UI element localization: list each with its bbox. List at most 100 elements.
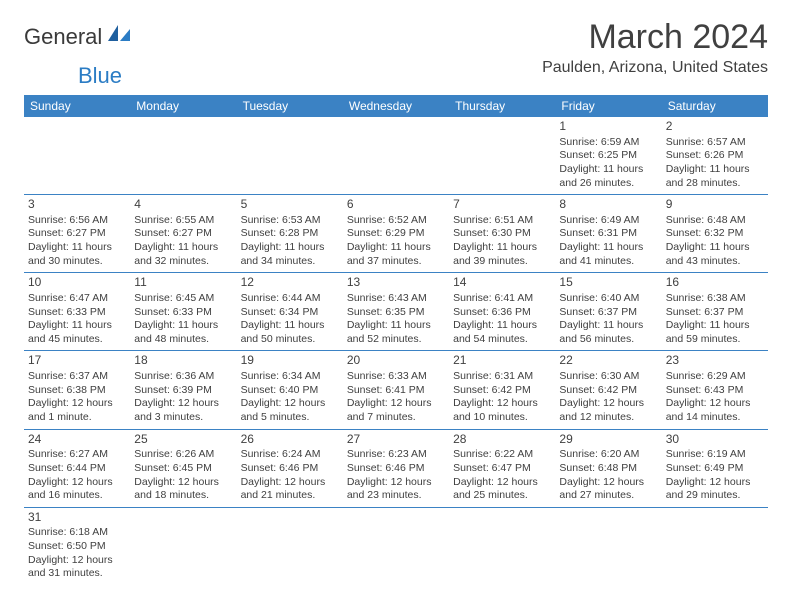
day-number: 27 [347, 432, 445, 448]
calendar-week-row: 3Sunrise: 6:56 AMSunset: 6:27 PMDaylight… [24, 195, 768, 273]
day-detail-line: and 59 minutes. [666, 333, 764, 347]
calendar-table: SundayMondayTuesdayWednesdayThursdayFrid… [24, 95, 768, 585]
day-detail-line: Daylight: 11 hours [666, 163, 764, 177]
day-number: 8 [559, 197, 657, 213]
dow-header: Friday [555, 95, 661, 117]
calendar-day-cell: 26Sunrise: 6:24 AMSunset: 6:46 PMDayligh… [237, 429, 343, 507]
day-detail-line: Sunset: 6:37 PM [666, 306, 764, 320]
day-detail-line: Sunrise: 6:36 AM [134, 370, 232, 384]
day-detail-line: Sunrise: 6:33 AM [347, 370, 445, 384]
day-detail-line: Sunset: 6:30 PM [453, 227, 551, 241]
day-detail-line: Daylight: 11 hours [241, 319, 339, 333]
day-number: 30 [666, 432, 764, 448]
calendar-empty-cell [130, 117, 236, 195]
day-detail-line: Sunrise: 6:26 AM [134, 448, 232, 462]
day-detail-line: Sunset: 6:34 PM [241, 306, 339, 320]
calendar-day-cell: 10Sunrise: 6:47 AMSunset: 6:33 PMDayligh… [24, 273, 130, 351]
calendar-empty-cell [237, 507, 343, 585]
day-detail-line: Daylight: 12 hours [666, 397, 764, 411]
day-number: 28 [453, 432, 551, 448]
calendar-empty-cell [343, 117, 449, 195]
day-detail-line: Sunrise: 6:38 AM [666, 292, 764, 306]
logo-text-blue: Blue [78, 63, 122, 88]
day-detail-line: Sunset: 6:42 PM [559, 384, 657, 398]
day-detail-line: Daylight: 12 hours [453, 397, 551, 411]
day-detail-line: Sunset: 6:33 PM [134, 306, 232, 320]
day-number: 9 [666, 197, 764, 213]
page-subtitle: Paulden, Arizona, United States [542, 59, 768, 77]
dow-header: Saturday [662, 95, 768, 117]
day-detail-line: Sunrise: 6:37 AM [28, 370, 126, 384]
day-detail-line: Daylight: 12 hours [28, 476, 126, 490]
day-detail-line: Sunrise: 6:55 AM [134, 214, 232, 228]
day-detail-line: Sunset: 6:25 PM [559, 149, 657, 163]
calendar-day-cell: 9Sunrise: 6:48 AMSunset: 6:32 PMDaylight… [662, 195, 768, 273]
day-detail-line: Daylight: 12 hours [28, 554, 126, 568]
day-number: 13 [347, 275, 445, 291]
day-number: 7 [453, 197, 551, 213]
calendar-day-cell: 4Sunrise: 6:55 AMSunset: 6:27 PMDaylight… [130, 195, 236, 273]
day-detail-line: and 3 minutes. [134, 411, 232, 425]
calendar-day-cell: 23Sunrise: 6:29 AMSunset: 6:43 PMDayligh… [662, 351, 768, 429]
day-detail-line: Sunset: 6:27 PM [28, 227, 126, 241]
day-detail-line: Sunrise: 6:23 AM [347, 448, 445, 462]
logo: General [24, 24, 132, 50]
day-detail-line: Sunrise: 6:51 AM [453, 214, 551, 228]
day-detail-line: Daylight: 11 hours [347, 319, 445, 333]
calendar-day-cell: 8Sunrise: 6:49 AMSunset: 6:31 PMDaylight… [555, 195, 661, 273]
calendar-day-cell: 7Sunrise: 6:51 AMSunset: 6:30 PMDaylight… [449, 195, 555, 273]
day-detail-line: and 7 minutes. [347, 411, 445, 425]
day-detail-line: and 29 minutes. [666, 489, 764, 503]
day-detail-line: Daylight: 11 hours [28, 241, 126, 255]
day-detail-line: and 21 minutes. [241, 489, 339, 503]
day-number: 10 [28, 275, 126, 291]
day-detail-line: Sunset: 6:50 PM [28, 540, 126, 554]
day-detail-line: Sunrise: 6:40 AM [559, 292, 657, 306]
calendar-day-cell: 19Sunrise: 6:34 AMSunset: 6:40 PMDayligh… [237, 351, 343, 429]
day-detail-line: Sunset: 6:48 PM [559, 462, 657, 476]
day-number: 22 [559, 353, 657, 369]
day-number: 1 [559, 119, 657, 135]
day-detail-line: Daylight: 11 hours [559, 319, 657, 333]
day-detail-line: and 45 minutes. [28, 333, 126, 347]
day-detail-line: and 30 minutes. [28, 255, 126, 269]
calendar-day-cell: 31Sunrise: 6:18 AMSunset: 6:50 PMDayligh… [24, 507, 130, 585]
calendar-day-cell: 14Sunrise: 6:41 AMSunset: 6:36 PMDayligh… [449, 273, 555, 351]
calendar-empty-cell [449, 507, 555, 585]
day-detail-line: Daylight: 12 hours [241, 397, 339, 411]
calendar-empty-cell [24, 117, 130, 195]
day-detail-line: Sunset: 6:42 PM [453, 384, 551, 398]
day-detail-line: Sunrise: 6:53 AM [241, 214, 339, 228]
day-detail-line: Daylight: 12 hours [559, 397, 657, 411]
day-detail-line: Sunrise: 6:31 AM [453, 370, 551, 384]
day-detail-line: Sunrise: 6:34 AM [241, 370, 339, 384]
calendar-day-cell: 22Sunrise: 6:30 AMSunset: 6:42 PMDayligh… [555, 351, 661, 429]
day-detail-line: Sunrise: 6:19 AM [666, 448, 764, 462]
day-detail-line: Daylight: 12 hours [453, 476, 551, 490]
day-detail-line: Sunrise: 6:48 AM [666, 214, 764, 228]
day-detail-line: Daylight: 11 hours [559, 241, 657, 255]
day-detail-line: and 48 minutes. [134, 333, 232, 347]
day-detail-line: Daylight: 11 hours [453, 241, 551, 255]
day-number: 21 [453, 353, 551, 369]
day-detail-line: Sunrise: 6:45 AM [134, 292, 232, 306]
day-detail-line: and 23 minutes. [347, 489, 445, 503]
day-detail-line: Sunrise: 6:41 AM [453, 292, 551, 306]
calendar-empty-cell [343, 507, 449, 585]
calendar-week-row: 31Sunrise: 6:18 AMSunset: 6:50 PMDayligh… [24, 507, 768, 585]
day-number: 2 [666, 119, 764, 135]
calendar-day-cell: 30Sunrise: 6:19 AMSunset: 6:49 PMDayligh… [662, 429, 768, 507]
day-detail-line: Sunrise: 6:27 AM [28, 448, 126, 462]
day-detail-line: Daylight: 11 hours [666, 319, 764, 333]
day-number: 19 [241, 353, 339, 369]
calendar-empty-cell [130, 507, 236, 585]
day-detail-line: Sunrise: 6:22 AM [453, 448, 551, 462]
day-detail-line: Sunset: 6:44 PM [28, 462, 126, 476]
day-detail-line: Daylight: 12 hours [347, 397, 445, 411]
dow-header: Monday [130, 95, 236, 117]
day-detail-line: and 26 minutes. [559, 177, 657, 191]
day-detail-line: Sunset: 6:39 PM [134, 384, 232, 398]
day-detail-line: Sunrise: 6:47 AM [28, 292, 126, 306]
day-detail-line: Sunset: 6:36 PM [453, 306, 551, 320]
calendar-week-row: 24Sunrise: 6:27 AMSunset: 6:44 PMDayligh… [24, 429, 768, 507]
